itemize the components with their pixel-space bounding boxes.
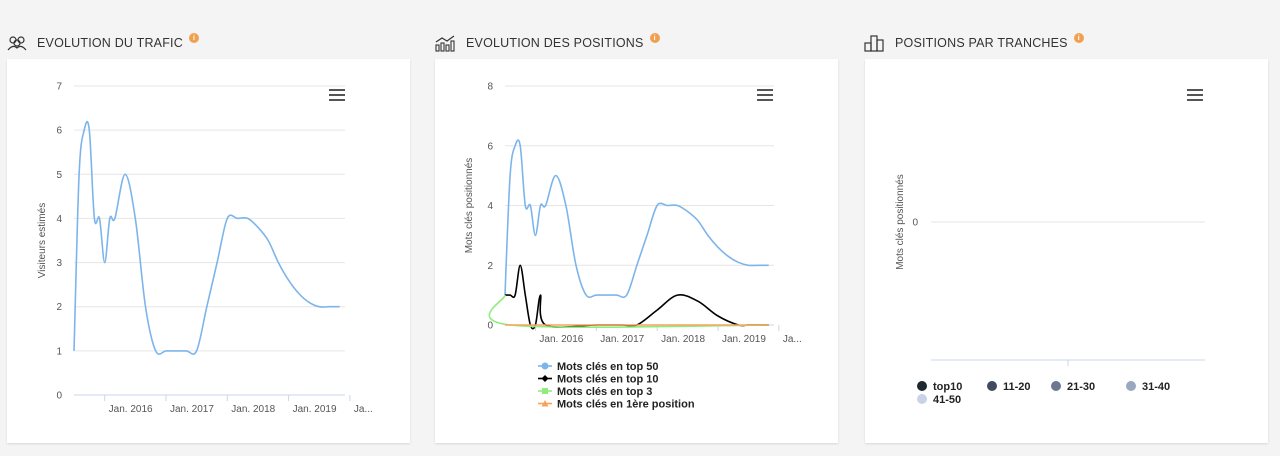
legend-marker: [1126, 381, 1136, 391]
legend-marker: [541, 400, 549, 407]
y-tick-label: 0: [56, 391, 62, 402]
x-tick-label: Jan. 2017: [170, 404, 214, 415]
positions-chart-card: 0 2 4 6 8 Jan. 2016 Jan. 2017 Jan. 2018 Jan. 201…: [435, 59, 838, 443]
x-tick-label: Jan. 2017: [600, 334, 644, 345]
legend-marker: [987, 381, 997, 391]
x-tick-label: Jan. 2016: [539, 334, 583, 345]
positions-panel-header: EVOLUTION DES POSITIONS i: [435, 32, 660, 54]
ranges-panel-header: POSITIONS PAR TRANCHES i: [864, 32, 1084, 54]
chart-menu-button[interactable]: [329, 89, 345, 101]
traffic-panel-title: EVOLUTION DU TRAFIC: [37, 36, 183, 50]
ranges-chart: 0 Mots clés positionnés top10 11-20 21-30 31-…: [895, 174, 1205, 406]
traffic-panel-header: EVOLUTION DU TRAFIC i: [6, 32, 199, 54]
positions-chart: 0 2 4 6 8 Jan. 2016 Jan. 2017 Jan. 2018 Jan. 201…: [464, 82, 802, 411]
y-tick-label: 4: [56, 214, 62, 225]
traffic-chart: 0 1 2 3 4 5 6 7 Jan. 2016 Jan. 2017 Jan. 2018 Jan. …: [37, 82, 373, 416]
info-icon[interactable]: i: [1073, 33, 1084, 43]
x-tick-label: Ja...: [783, 334, 802, 345]
legend-label: 41-50: [933, 394, 961, 406]
y-tick-label: 3: [56, 258, 62, 269]
y-tick-label: 2: [56, 302, 62, 313]
trend-chart-icon: [435, 35, 455, 52]
ranges-panel-title: POSITIONS PAR TRANCHES: [895, 36, 1068, 50]
users-icon: [7, 36, 27, 51]
legend-label: 11-20: [1003, 381, 1031, 393]
y-tick-label: 8: [487, 82, 493, 93]
info-icon[interactable]: i: [188, 33, 199, 43]
legend-marker: [541, 375, 549, 382]
y-tick-label: 6: [487, 141, 493, 152]
legend-marker: [1051, 381, 1061, 391]
series-line: [504, 139, 769, 299]
x-tick-label: Jan. 2016: [109, 404, 153, 415]
legend-label: 31-40: [1142, 381, 1170, 393]
legend-marker: [541, 362, 549, 370]
ranges-chart-card: 0 Mots clés positionnés top10 11-20 21-30 31-…: [865, 59, 1268, 443]
x-tick-label: Jan. 2018: [661, 334, 705, 345]
y-tick-label: 5: [56, 170, 62, 181]
y-tick-label: 0: [912, 218, 918, 229]
x-tick-label: Jan. 2018: [231, 404, 275, 415]
chart-menu-button[interactable]: [757, 89, 773, 101]
x-tick-label: Jan. 2019: [293, 404, 337, 415]
y-tick-label: 6: [56, 126, 62, 137]
legend-label: top10: [933, 381, 962, 393]
y-axis-title: Mots clés positionnés: [464, 158, 475, 254]
series-line: [73, 120, 340, 355]
legend-label: Mots clés en top 3: [557, 386, 652, 398]
legend-marker: [917, 381, 927, 391]
info-icon[interactable]: i: [649, 33, 660, 43]
y-tick-label: 1: [56, 346, 62, 357]
legend-label: 21-30: [1067, 381, 1095, 393]
legend-marker: [542, 388, 548, 394]
series-line: [488, 294, 769, 329]
traffic-chart-card: 0 1 2 3 4 5 6 7 Jan. 2016 Jan. 2017 Jan. 2018 Jan. …: [7, 59, 410, 443]
legend-marker: [917, 394, 927, 404]
legend-label: Mots clés en 1ère position: [557, 399, 695, 411]
y-axis-title: Visiteurs estimés: [37, 203, 48, 278]
y-axis-title: Mots clés positionnés: [895, 174, 906, 270]
x-tick-label: Ja...: [354, 404, 373, 415]
chart-menu-button[interactable]: [1187, 89, 1203, 101]
y-tick-label: 0: [487, 321, 493, 332]
x-tick-label: Jan. 2019: [722, 334, 766, 345]
y-tick-label: 7: [56, 82, 62, 93]
bar-chart-icon: [864, 35, 884, 52]
positions-panel-title: EVOLUTION DES POSITIONS: [466, 36, 644, 50]
legend-label: Mots clés en top 50: [557, 361, 658, 373]
y-tick-label: 4: [487, 201, 493, 212]
legend-label: Mots clés en top 10: [557, 374, 658, 386]
series-line: [505, 264, 769, 330]
y-tick-label: 2: [487, 261, 493, 272]
